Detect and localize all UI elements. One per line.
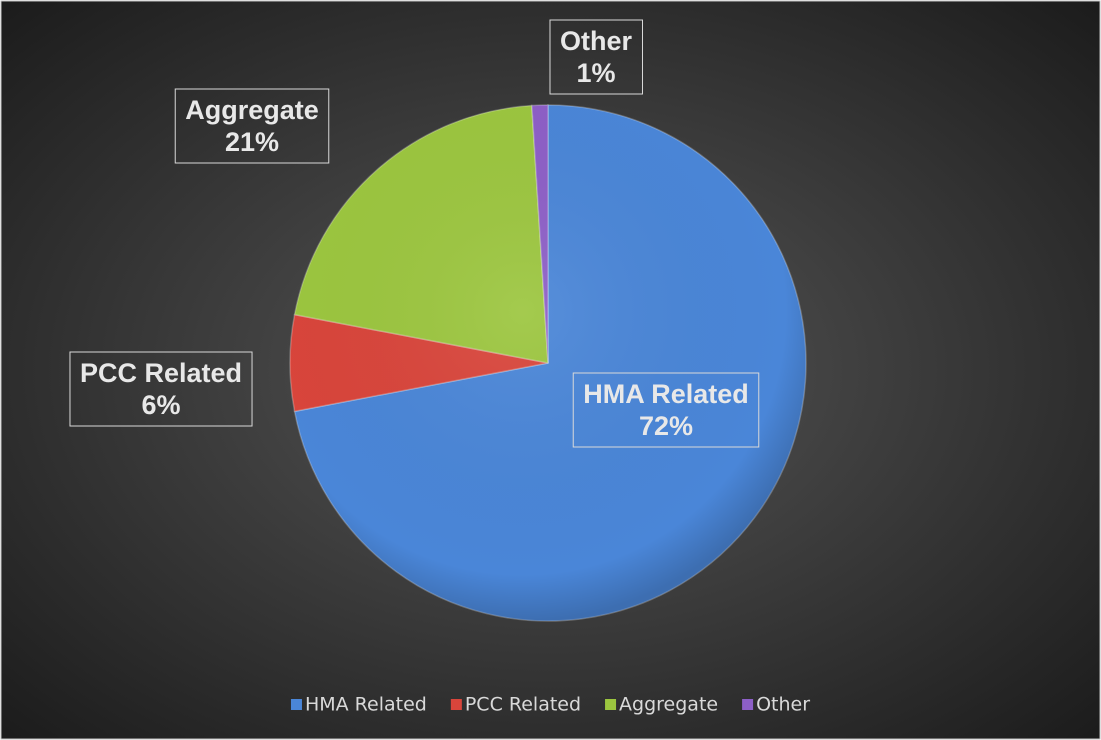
data-label-name: HMA Related [583, 379, 749, 409]
data-label-box [69, 351, 253, 427]
legend: HMA Related PCC Related Aggregate Other [290, 694, 810, 716]
data-label-value: 21% [225, 127, 279, 157]
data-label-box [174, 88, 330, 164]
data-label: Other 1% [549, 19, 643, 95]
data-label: Aggregate 21% [174, 88, 330, 164]
data-label-name: PCC Related [80, 358, 242, 388]
legend-label: Other [756, 694, 810, 716]
legend-label: HMA Related [305, 694, 427, 716]
legend-label: PCC Related [465, 694, 581, 716]
data-label-box [549, 19, 643, 95]
data-label-text: Aggregate 21% [185, 95, 319, 157]
legend-swatch [605, 699, 617, 710]
legend-swatch [742, 699, 754, 710]
legend-swatch [450, 699, 462, 710]
data-label-value: 6% [141, 390, 180, 420]
data-label-text: PCC Related 6% [80, 358, 242, 420]
data-label-text: Other 1% [560, 26, 633, 88]
data-label-box [572, 372, 760, 448]
data-label-name: Aggregate [185, 95, 319, 125]
data-label: HMA Related 72% [572, 372, 760, 448]
legend-swatch [290, 699, 302, 710]
data-label-value: 1% [576, 58, 615, 88]
data-label: PCC Related 6% [69, 351, 253, 427]
data-label-value: 72% [639, 411, 693, 441]
legend-label: Aggregate [619, 694, 718, 716]
data-label-name: Other [560, 26, 633, 56]
data-label-text: HMA Related 72% [583, 379, 749, 441]
